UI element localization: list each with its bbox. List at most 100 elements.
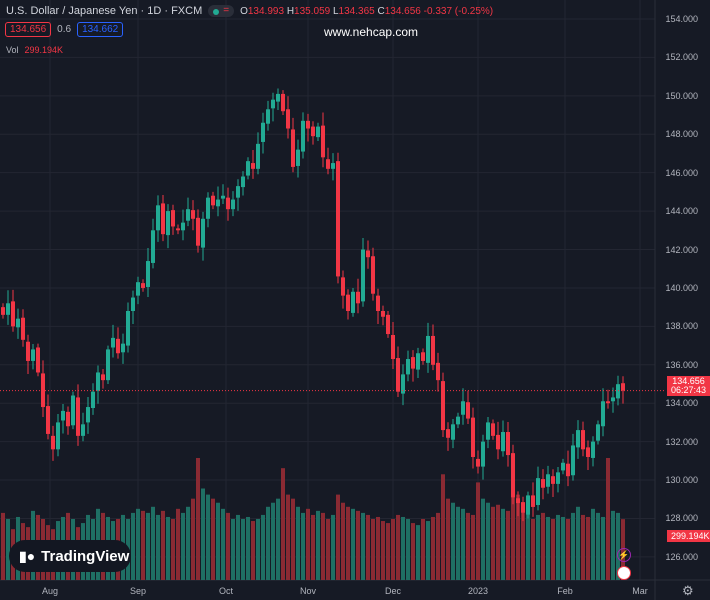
volume-bar xyxy=(456,506,460,580)
price-tick-label: 144.000 xyxy=(665,206,698,217)
volume-bar xyxy=(371,519,375,580)
candle xyxy=(461,401,465,415)
volume-bar xyxy=(276,498,280,580)
candle xyxy=(551,476,555,484)
lightning-event-icon[interactable]: ⚡ xyxy=(617,548,631,562)
candle xyxy=(521,502,525,513)
candle xyxy=(141,283,145,288)
volume-bar xyxy=(296,506,300,580)
candle xyxy=(516,498,520,504)
volume-bar xyxy=(436,512,440,580)
volume-bar xyxy=(431,516,435,580)
candle xyxy=(336,161,340,277)
volume-bar xyxy=(506,510,510,580)
candle xyxy=(586,447,590,457)
candle xyxy=(156,205,160,231)
price-tick-label: 136.000 xyxy=(665,359,698,370)
candle xyxy=(371,256,375,294)
candle xyxy=(446,429,450,438)
volume-bar xyxy=(516,494,520,580)
candle xyxy=(171,210,175,227)
volume-bar xyxy=(306,508,310,580)
volume-bar xyxy=(366,514,370,580)
candle xyxy=(341,277,345,296)
candle xyxy=(131,297,135,311)
candle xyxy=(296,149,300,166)
candle xyxy=(546,474,550,487)
candle xyxy=(201,218,205,248)
volume-bar xyxy=(331,514,335,580)
volume-bar xyxy=(401,516,405,580)
volume-bar xyxy=(446,498,450,580)
candle xyxy=(231,199,235,210)
price-tick-label: 148.000 xyxy=(665,129,698,140)
candle xyxy=(46,406,50,434)
candle xyxy=(291,129,295,167)
volume-bar xyxy=(141,510,145,580)
volume-bar xyxy=(466,512,470,580)
candle xyxy=(596,424,600,441)
volume-bar xyxy=(386,523,390,580)
volume-bar xyxy=(1,512,5,580)
price-tick-label: 128.000 xyxy=(665,513,698,524)
candle xyxy=(96,372,100,391)
price-tick-label: 142.000 xyxy=(665,244,698,255)
volume-bar xyxy=(341,502,345,580)
ohlc-values: O134.993 H135.059 L134.365 C134.656 -0.3… xyxy=(240,5,494,17)
volume-bar xyxy=(166,516,170,580)
volume-bar xyxy=(471,514,475,580)
candle xyxy=(206,197,210,219)
candle xyxy=(111,337,115,348)
volume-tag: 299.194K xyxy=(667,530,710,542)
candle xyxy=(361,249,365,302)
settings-gear-icon[interactable]: ⚙ xyxy=(682,583,694,598)
volume-bar xyxy=(536,514,540,580)
candle xyxy=(241,176,245,188)
tv-logo-icon: ▮● xyxy=(19,547,36,564)
candle xyxy=(566,463,570,477)
candle xyxy=(251,163,255,169)
volume-bar xyxy=(586,516,590,580)
candle xyxy=(351,291,355,313)
volume-bar xyxy=(476,482,480,580)
volume-bar xyxy=(376,516,380,580)
market-status-pill[interactable]: = xyxy=(208,5,235,17)
volume-bar xyxy=(241,519,245,580)
volume-bar xyxy=(246,516,250,580)
candle xyxy=(611,397,615,402)
volume-bar xyxy=(201,488,205,580)
time-tick-label: Feb xyxy=(557,586,573,596)
volume-bar xyxy=(406,519,410,580)
volume-bar xyxy=(451,502,455,580)
volume-bar xyxy=(616,512,620,580)
volume-bar xyxy=(236,514,240,580)
volume-bar xyxy=(181,512,185,580)
volume-bar xyxy=(606,458,610,580)
candle xyxy=(436,362,440,381)
candle xyxy=(536,478,540,506)
logo-text: TradingView xyxy=(41,547,130,565)
volume-bar xyxy=(226,512,230,580)
volume-bar xyxy=(531,519,535,580)
candle xyxy=(316,126,320,138)
us-flag-events-icon[interactable] xyxy=(617,566,631,580)
buy-button[interactable]: 134.662 xyxy=(77,22,124,37)
volume-legend[interactable]: Vol 299.194K xyxy=(6,45,64,55)
volume-bar xyxy=(301,512,305,580)
candle xyxy=(256,143,260,169)
time-tick-label: Nov xyxy=(299,586,317,596)
volume-bar xyxy=(381,521,385,580)
candle xyxy=(91,391,95,409)
symbol-title[interactable]: U.S. Dollar / Japanese Yen · 1D · FXCM xyxy=(6,5,203,17)
volume-bar xyxy=(426,521,430,580)
candle xyxy=(56,422,60,450)
tradingview-logo[interactable]: ▮● TradingView xyxy=(9,540,131,572)
volume-bar xyxy=(326,519,330,580)
volume-bar xyxy=(261,514,265,580)
volume-bar xyxy=(266,506,270,580)
volume-bar xyxy=(211,498,215,580)
candle xyxy=(311,126,315,137)
sell-button[interactable]: 134.656 xyxy=(5,22,52,37)
